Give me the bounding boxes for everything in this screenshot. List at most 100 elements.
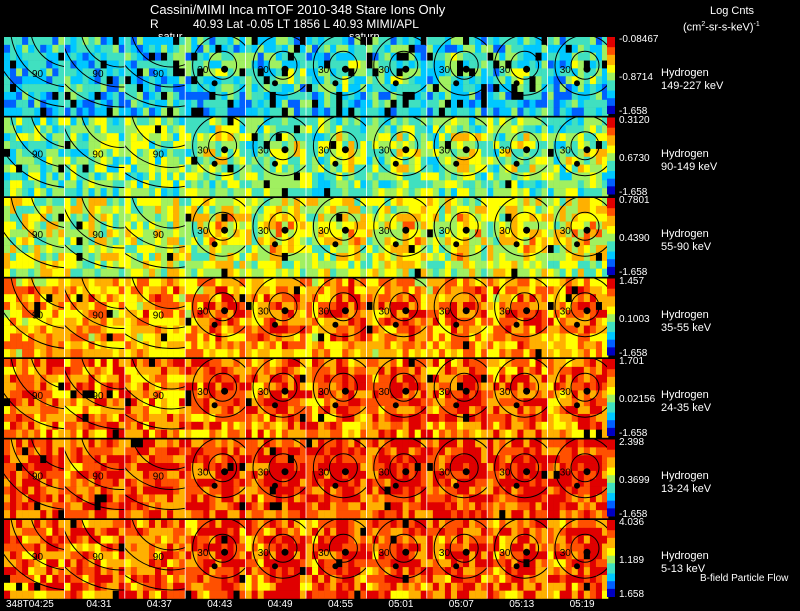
heatmap-cell xyxy=(16,253,22,261)
heatmap-cell xyxy=(131,53,137,61)
heatmap-cell xyxy=(89,302,95,310)
heatmap-cell xyxy=(76,279,82,287)
heatmap-cell xyxy=(336,172,342,180)
heatmap-cell xyxy=(70,375,76,383)
heatmap-cell xyxy=(209,45,215,53)
heatmap-cell xyxy=(336,430,342,438)
heatmap-cell xyxy=(10,92,16,100)
heatmap-cell xyxy=(264,45,270,53)
heatmap-cell xyxy=(197,133,203,141)
heatmap-cell xyxy=(366,222,372,230)
heatmap-cell xyxy=(469,349,475,357)
heatmap-cell xyxy=(511,261,517,269)
heatmap-cell xyxy=(372,100,378,108)
heatmap-cell xyxy=(143,108,149,116)
heatmap-cell xyxy=(354,245,360,253)
heatmap-cell xyxy=(590,245,596,253)
heatmap-cell xyxy=(433,279,439,287)
heatmap-cell xyxy=(107,333,113,341)
heatmap-cell xyxy=(403,359,409,367)
heatmap-cell xyxy=(40,198,46,206)
heatmap-cell xyxy=(584,118,590,126)
heatmap-cell xyxy=(34,188,40,196)
heatmap-cell xyxy=(185,398,191,406)
heatmap-cell xyxy=(318,92,324,100)
heatmap-cell xyxy=(306,61,312,69)
heatmap-cell xyxy=(167,76,173,84)
heatmap-cell xyxy=(246,341,252,349)
heatmap-cell xyxy=(240,286,246,294)
heatmap-cell xyxy=(76,61,82,69)
heatmap-cell xyxy=(457,108,463,116)
heatmap-cell xyxy=(403,279,409,287)
heatmap-cell xyxy=(397,68,403,76)
heatmap-cell xyxy=(95,61,101,69)
heatmap-cell xyxy=(28,326,34,334)
heatmap-cell xyxy=(517,188,523,196)
heatmap-cell xyxy=(34,359,40,367)
heatmap-cell xyxy=(493,206,499,214)
heatmap-cell xyxy=(22,398,28,406)
heatmap-cell xyxy=(167,286,173,294)
heatmap-cell xyxy=(252,198,258,206)
heatmap-cell xyxy=(70,37,76,45)
heatmap-cell xyxy=(119,359,125,367)
heatmap-cell xyxy=(403,84,409,92)
heatmap-cell xyxy=(125,45,131,53)
heatmap-cell xyxy=(560,100,566,108)
heatmap-cell xyxy=(481,294,487,302)
heatmap-cell xyxy=(300,318,306,326)
contour-label: 90 xyxy=(92,230,104,241)
heatmap-cell xyxy=(451,61,457,69)
heatmap-cell xyxy=(529,279,535,287)
contour-label: 30 xyxy=(499,226,511,237)
heatmap-cell xyxy=(167,108,173,116)
heatmap-cell xyxy=(185,84,191,92)
saturn-marker xyxy=(402,66,409,73)
colorbar-segment xyxy=(607,352,615,355)
heatmap-cell xyxy=(324,53,330,61)
heatmap-cell xyxy=(52,92,58,100)
heatmap-cell xyxy=(246,37,252,45)
heatmap-cell xyxy=(64,37,70,45)
heatmap-cell xyxy=(113,172,119,180)
heatmap-cell xyxy=(83,422,89,430)
heatmap-cell xyxy=(475,108,481,116)
heatmap-cell xyxy=(131,214,137,222)
contour-label: 30 xyxy=(258,65,270,76)
heatmap-cell xyxy=(318,100,324,108)
heatmap-cell xyxy=(107,294,113,302)
heatmap-cell xyxy=(342,37,348,45)
heatmap-cell xyxy=(542,180,548,188)
heatmap-cell xyxy=(487,253,493,261)
heatmap-cell xyxy=(64,279,70,287)
heatmap-cell xyxy=(457,333,463,341)
heatmap-cell xyxy=(578,92,584,100)
heatmap-cell xyxy=(173,68,179,76)
heatmap-cell xyxy=(294,53,300,61)
heatmap-cell xyxy=(457,261,463,269)
heatmap-cell xyxy=(34,245,40,253)
heatmap-cell xyxy=(548,118,554,126)
heatmap-cell xyxy=(294,269,300,277)
heatmap-cell xyxy=(149,206,155,214)
heatmap-cell xyxy=(143,253,149,261)
heatmap-cell xyxy=(542,294,548,302)
heatmap-cell xyxy=(143,61,149,69)
heatmap-cell xyxy=(517,279,523,287)
heatmap-cell xyxy=(185,53,191,61)
heatmap-cell xyxy=(517,222,523,230)
saturn-marker xyxy=(282,307,289,314)
heatmap-cell xyxy=(505,206,511,214)
heatmap-cell xyxy=(161,165,167,173)
contour-label: 30 xyxy=(379,65,391,76)
heatmap-cell xyxy=(318,341,324,349)
heatmap-cell xyxy=(28,269,34,277)
heatmap-cell xyxy=(554,45,560,53)
heatmap-cell xyxy=(511,45,517,53)
heatmap-cell xyxy=(505,318,511,326)
heatmap-cell xyxy=(330,100,336,108)
heatmap-cell xyxy=(318,359,324,367)
heatmap-cell xyxy=(312,367,318,375)
heatmap-cell xyxy=(89,92,95,100)
